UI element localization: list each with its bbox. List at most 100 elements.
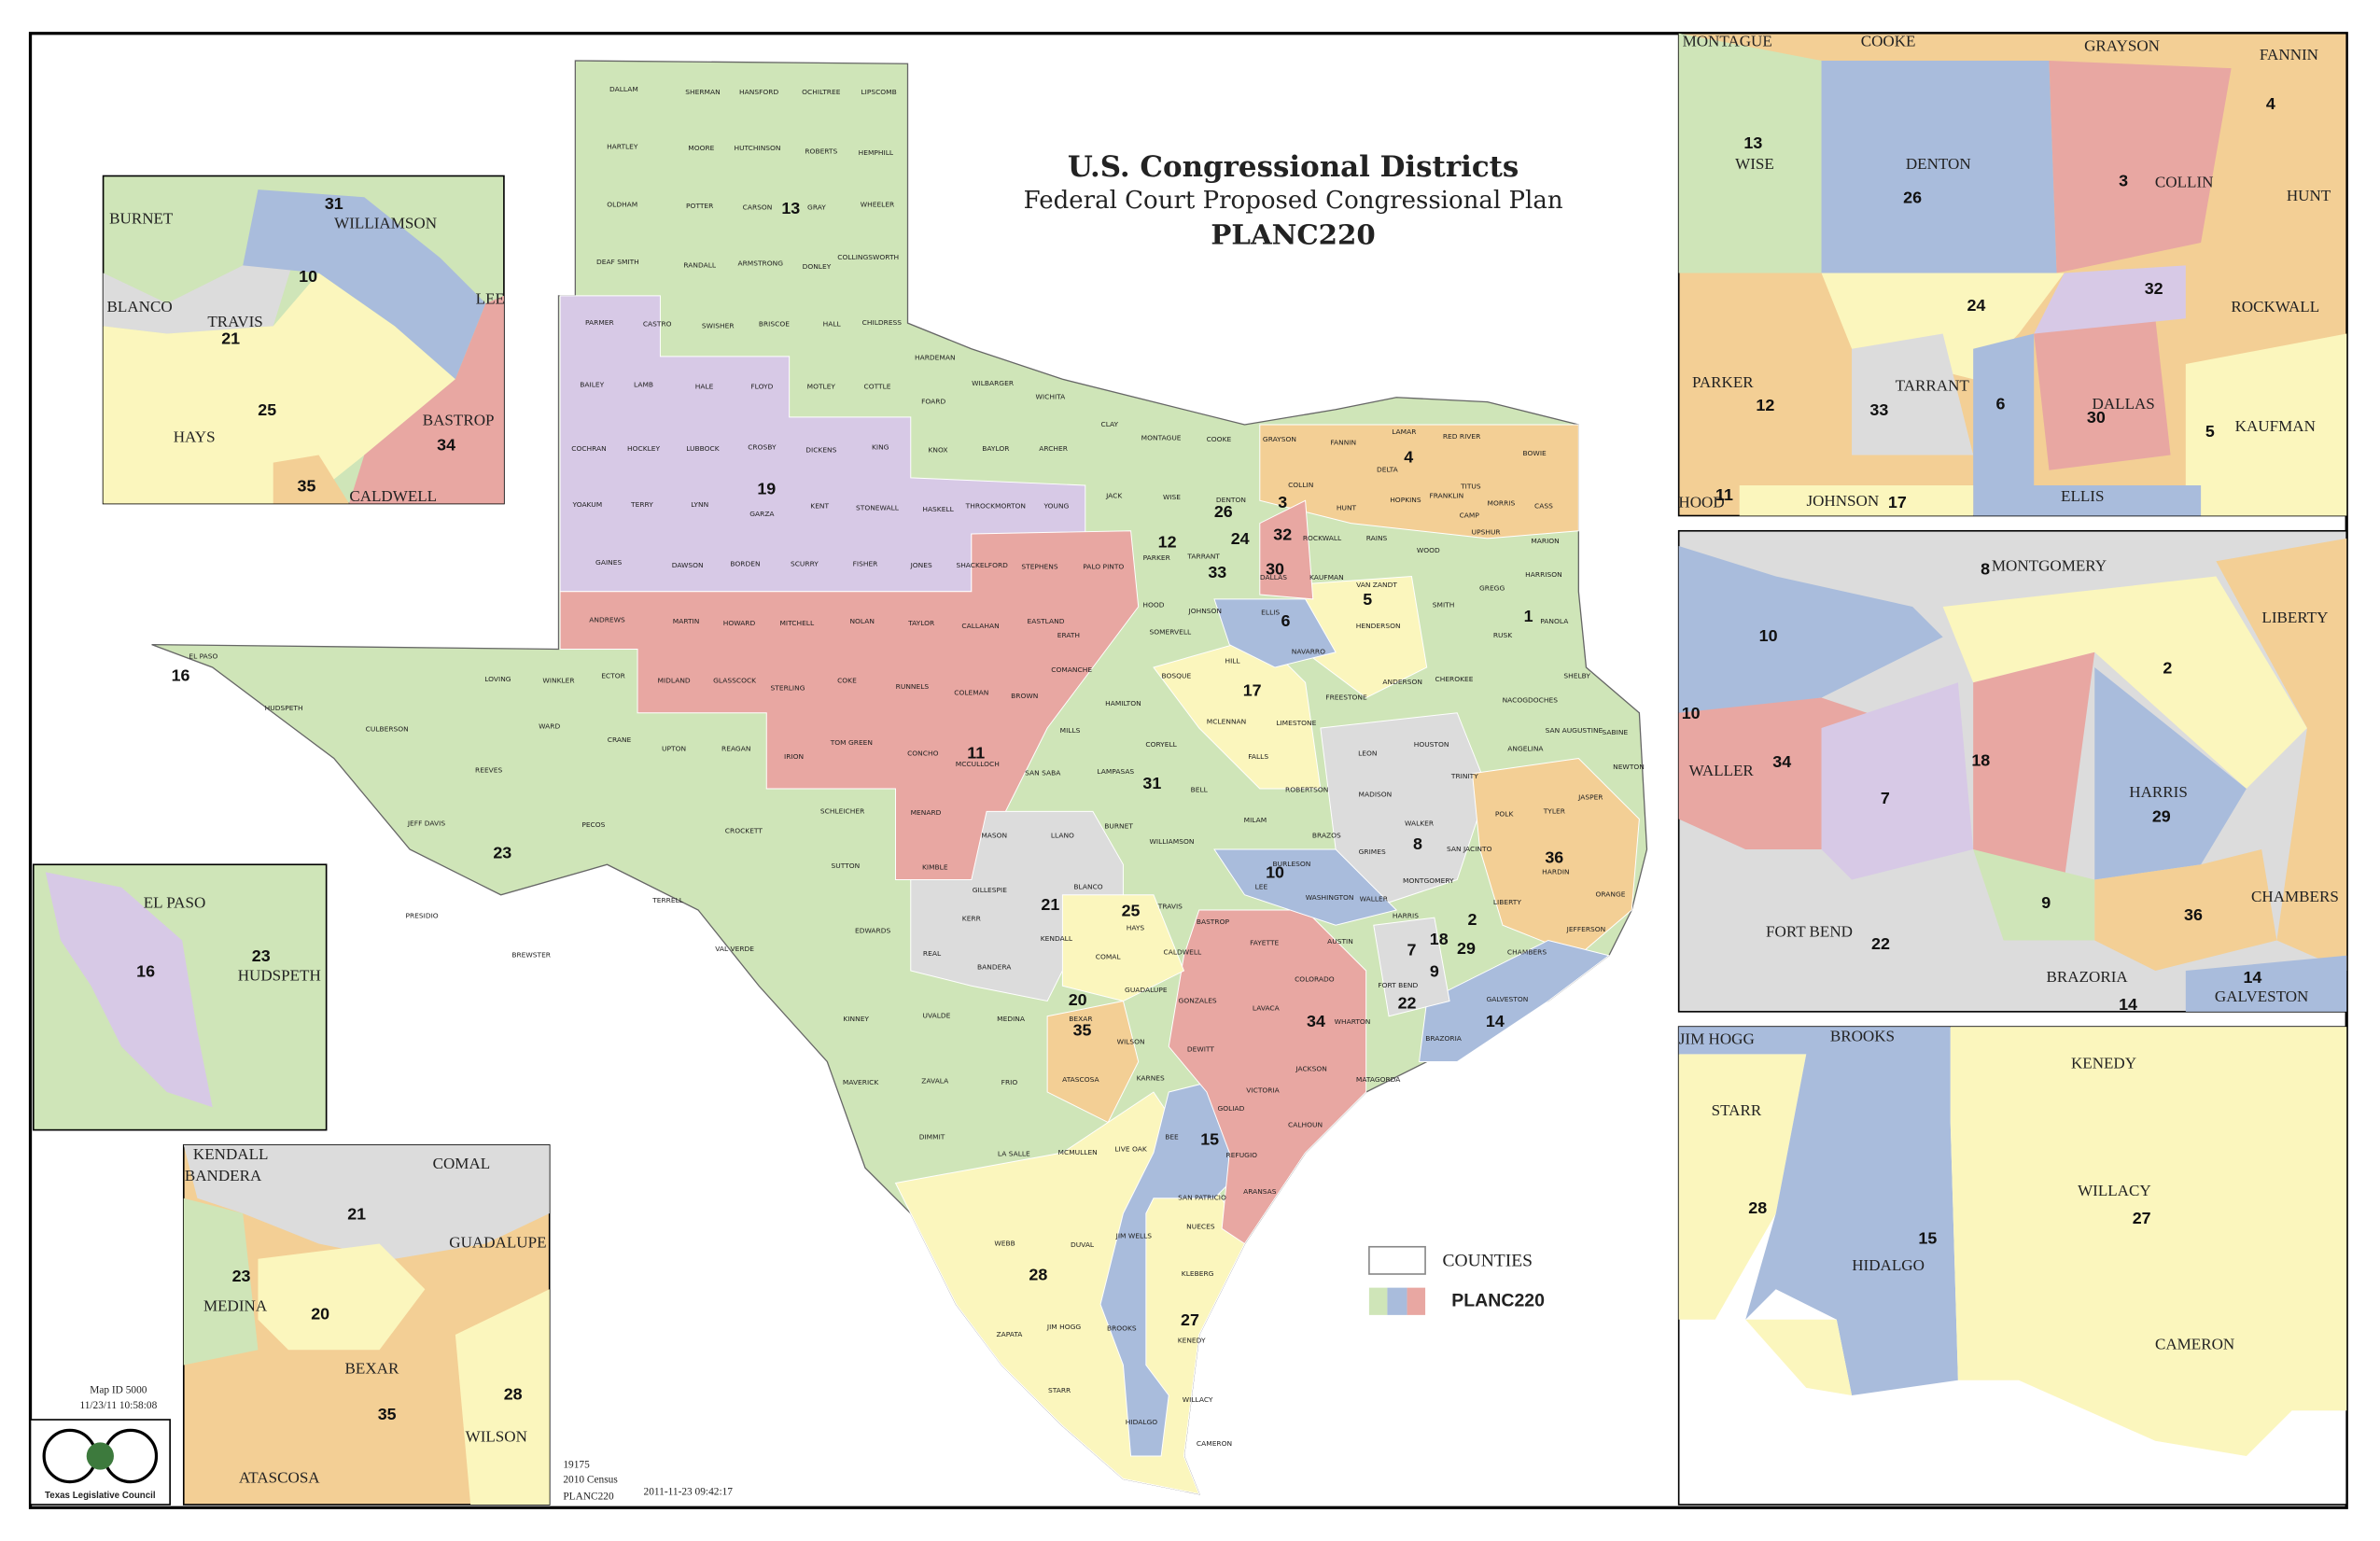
county-label: DAWSON xyxy=(672,561,704,569)
county-label: DONLEY xyxy=(803,262,832,271)
county-label: POTTER xyxy=(686,202,713,210)
district-region xyxy=(1678,33,1822,273)
county-label: TARRANT xyxy=(1186,552,1220,560)
county-label: BANDERA xyxy=(977,963,1012,972)
title-block: U.S. Congressional Districts Federal Cou… xyxy=(1024,150,1563,251)
county-label: HUDSPETH xyxy=(265,704,303,712)
district-number: 23 xyxy=(252,946,271,965)
district-number: 24 xyxy=(1231,529,1250,548)
county-label: JACK xyxy=(1105,491,1123,499)
district-number: 36 xyxy=(2184,905,2203,924)
county-label: SAN AUGUSTINE xyxy=(1546,726,1603,735)
county-label: DENTON xyxy=(1216,496,1246,504)
county-label: DIMMIT xyxy=(919,1133,945,1142)
county-label: GRAYSON xyxy=(1263,435,1296,443)
county-label: BROOKS xyxy=(1107,1324,1137,1333)
district-number: 22 xyxy=(1871,934,1890,953)
county-label: HIDALGO xyxy=(1852,1256,1925,1274)
county-label: REFUGIO xyxy=(1226,1151,1258,1159)
county-label: JACKSON xyxy=(1295,1065,1326,1073)
county-label: MONTAGUE xyxy=(1141,434,1182,442)
county-label: ZAVALA xyxy=(921,1077,949,1086)
county-label: ELLIS xyxy=(2061,487,2104,505)
county-label: MAVERICK xyxy=(843,1078,880,1086)
district-number: 1 xyxy=(1524,607,1533,625)
county-label: CALLAHAN xyxy=(961,622,999,630)
county-label: HALE xyxy=(695,382,714,390)
county-label: KAUFMAN xyxy=(1309,573,1344,581)
county-label: MONTGOMERY xyxy=(1992,557,2107,575)
county-label: LIBERTY xyxy=(1493,898,1521,906)
district-number: 13 xyxy=(1743,133,1762,152)
legend-swatch-counties xyxy=(1368,1245,1426,1275)
county-label: COMAL xyxy=(433,1155,491,1172)
county-label: EASTLAND xyxy=(1028,617,1065,625)
county-label: MEDINA xyxy=(203,1297,268,1315)
county-label: COOKE xyxy=(1207,435,1232,443)
district-number: 10 xyxy=(1759,626,1778,645)
county-label: KIMBLE xyxy=(922,863,948,872)
county-label: COMAL xyxy=(1096,952,1122,960)
county-label: TERRY xyxy=(630,500,653,509)
footer: Map ID 5000 11/23/11 10:58:08 Texas Legi… xyxy=(29,1385,733,1506)
county-label: SCURRY xyxy=(791,560,819,568)
county-label: TOM GREEN xyxy=(830,738,873,747)
county-label: ATASCOSA xyxy=(239,1468,320,1486)
district-number: 14 xyxy=(2119,995,2137,1014)
county-label: KENEDY xyxy=(1178,1337,1206,1345)
county-label: COLLIN xyxy=(2155,174,2214,191)
district-number: 17 xyxy=(1888,493,1907,511)
district-number: 15 xyxy=(1200,1130,1219,1149)
county-label: BRAZORIA xyxy=(1425,1034,1463,1043)
county-label: FORT BEND xyxy=(1378,981,1418,989)
county-label: ROBERTSON xyxy=(1285,786,1328,794)
map-timestamp: 11/23/11 10:58:08 xyxy=(79,1400,157,1411)
map-subtitle: Federal Court Proposed Congressional Pla… xyxy=(1024,187,1563,215)
county-label: SAN PATRICIO xyxy=(1178,1194,1226,1202)
district-region xyxy=(455,1289,550,1505)
county-label: PANOLA xyxy=(1540,617,1569,625)
district-number: 25 xyxy=(258,400,276,419)
county-label: WEBB xyxy=(994,1240,1015,1248)
district-region xyxy=(1419,939,1610,1062)
district-region xyxy=(1678,1054,1807,1320)
district-region xyxy=(1950,1027,2347,1456)
county-label: CAMP xyxy=(1460,511,1480,520)
county-label: ANDREWS xyxy=(589,616,625,624)
county-label: HIDALGO xyxy=(1126,1418,1158,1426)
county-label: HUNT xyxy=(2287,187,2331,204)
county-label: JOHNSON xyxy=(1806,492,1879,510)
district-region xyxy=(2185,333,2347,516)
county-label: WALLER xyxy=(1689,762,1755,779)
district-number: 16 xyxy=(136,961,155,980)
county-label: WALKER xyxy=(1405,819,1434,827)
county-label: GRAY xyxy=(807,203,826,212)
district-number: 14 xyxy=(2243,968,2261,987)
county-label: MOORE xyxy=(688,144,714,152)
county-label: BRAZOS xyxy=(1312,831,1341,839)
county-label: STONEWALL xyxy=(856,503,900,511)
county-label: MOTLEY xyxy=(807,382,836,390)
county-label: FRANKLIN xyxy=(1429,491,1463,499)
district-region xyxy=(1942,576,2307,789)
district-number: 9 xyxy=(2041,893,2051,912)
county-label: MCCULLOCH xyxy=(956,760,1000,768)
county-label: HAYS xyxy=(174,428,216,446)
district-region xyxy=(1973,651,2095,880)
district-region xyxy=(1852,333,1974,455)
county-label: RAINS xyxy=(1366,534,1388,542)
district-number: 13 xyxy=(781,199,800,217)
district-region xyxy=(1213,848,1398,926)
county-label: DEAF SMITH xyxy=(596,258,639,266)
county-label: MEDINA xyxy=(997,1015,1026,1023)
district-number: 10 xyxy=(1266,863,1284,882)
county-label: BURNET xyxy=(1104,822,1133,831)
county-label: UPSHUR xyxy=(1472,527,1501,536)
county-label: MONTGOMERY xyxy=(1403,876,1454,885)
county-label: JOHNSON xyxy=(1188,607,1223,615)
county-label: BASTROP xyxy=(423,412,495,429)
county-label: BEXAR xyxy=(1069,1015,1092,1023)
county-label: PECOS xyxy=(581,820,605,829)
county-label: HUTCHINSON xyxy=(734,144,780,152)
county-label: GALVESTON xyxy=(2215,988,2308,1005)
